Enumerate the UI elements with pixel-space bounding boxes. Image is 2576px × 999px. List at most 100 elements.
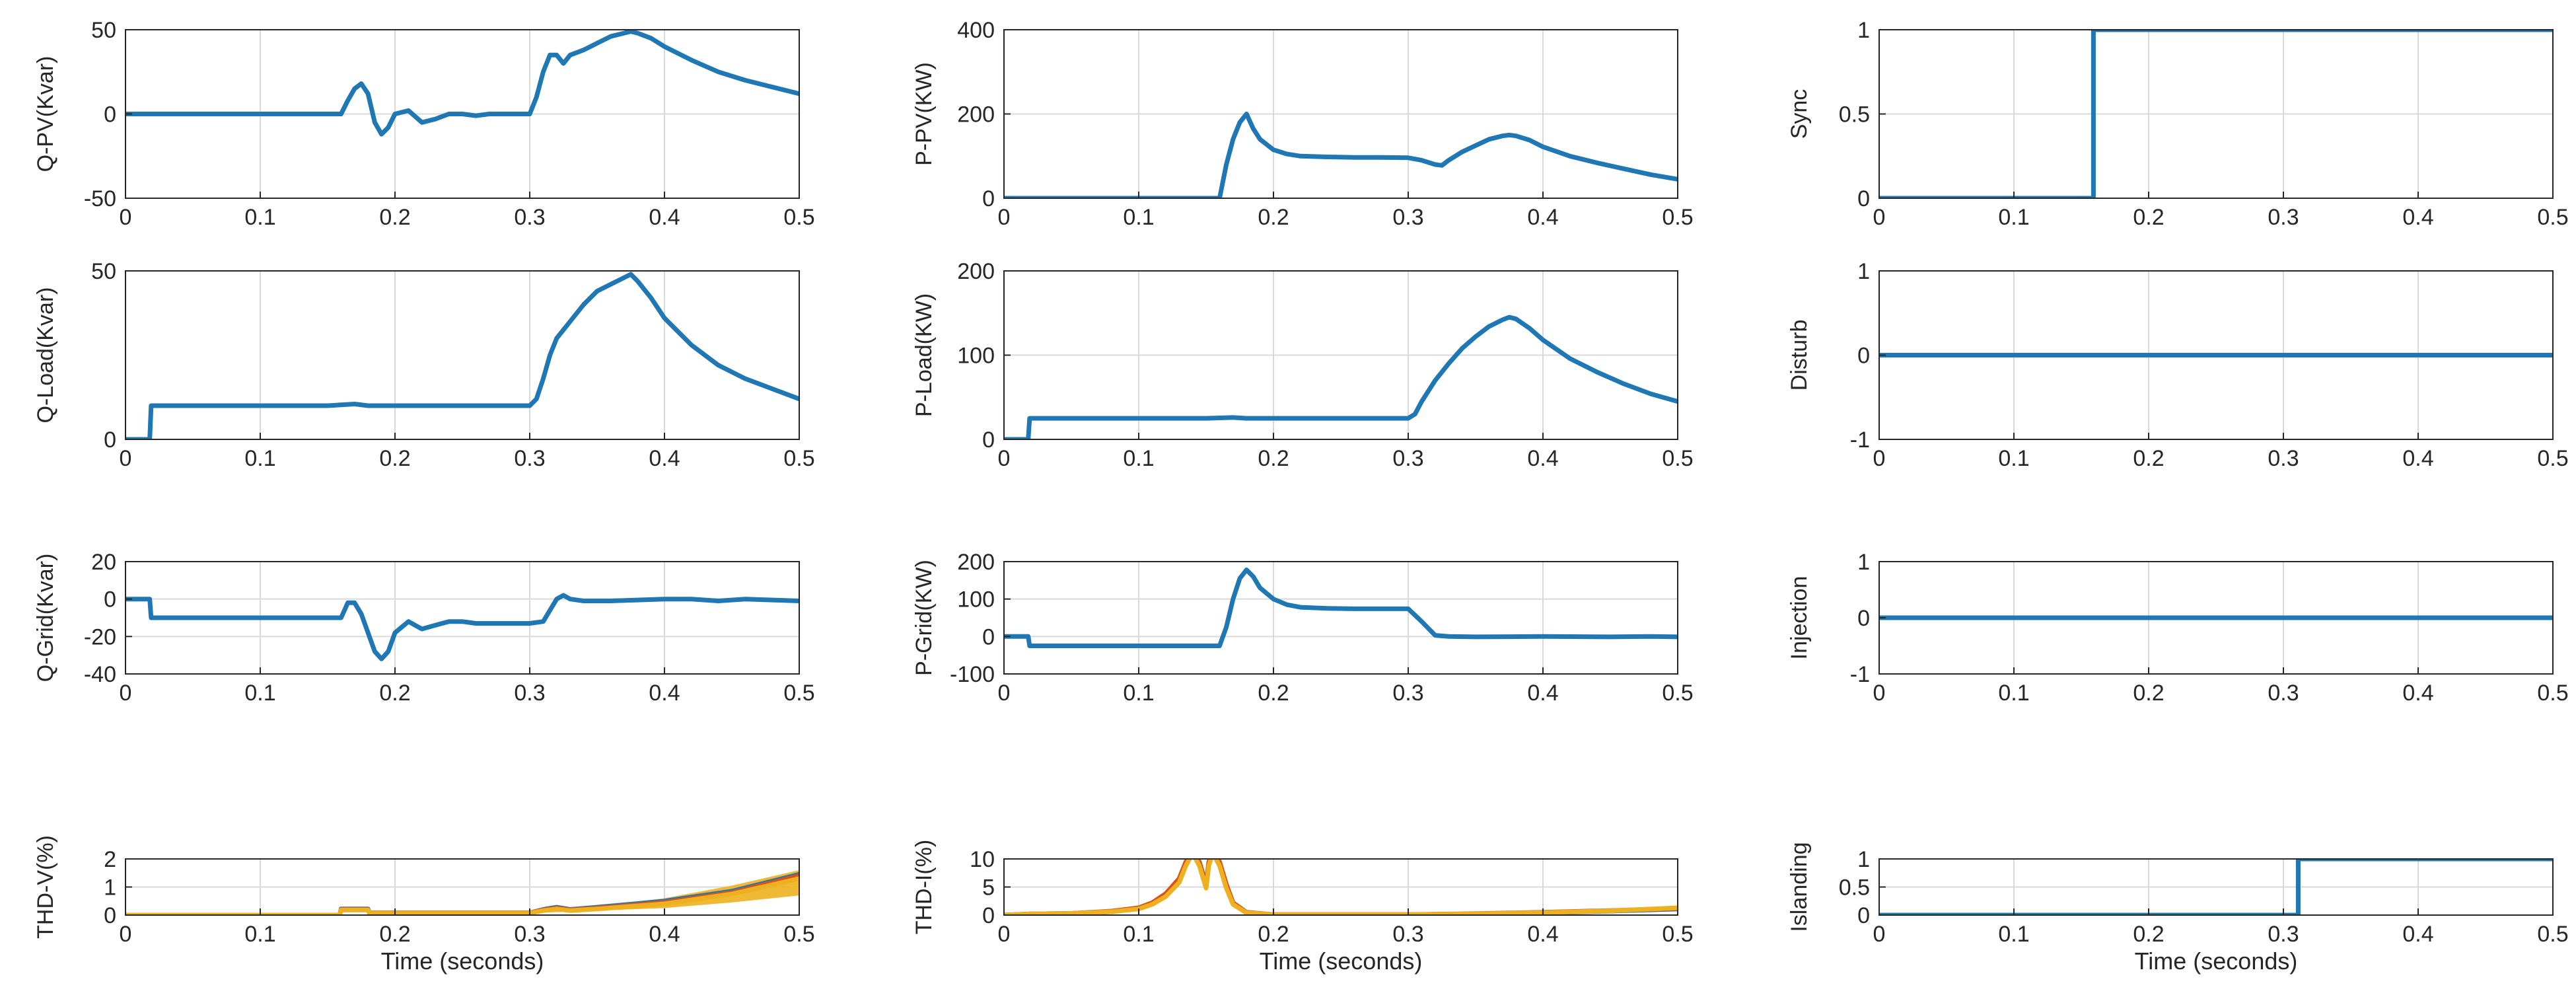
x-tick-label: 0.3 bbox=[514, 446, 545, 471]
x-tick-label: 0 bbox=[998, 922, 1011, 947]
axes-box bbox=[125, 270, 800, 440]
x-tick-label: 0 bbox=[1873, 205, 1886, 230]
x-tick-label: 0.4 bbox=[1527, 446, 1558, 471]
x-tick-label: 0.2 bbox=[379, 446, 410, 471]
x-tick-label: 0.2 bbox=[1258, 205, 1289, 230]
y-tick-label: -20 bbox=[84, 624, 116, 649]
axes-box bbox=[125, 561, 800, 675]
y-tick-label: 0 bbox=[1857, 344, 1870, 369]
y-axis-label: Q-Grid(Kvar) bbox=[33, 554, 58, 683]
series-line-1 bbox=[1004, 568, 1678, 648]
x-tick-label: 0.4 bbox=[1527, 922, 1558, 947]
x-tick-label: 0.3 bbox=[1392, 922, 1423, 947]
x-tick-label: 0.5 bbox=[1662, 205, 1693, 230]
y-tick-label: 0 bbox=[1857, 606, 1870, 631]
x-tick-label: 0.2 bbox=[379, 922, 410, 947]
x-axis-label: Time (seconds) bbox=[381, 947, 544, 975]
y-tick-label: 0.5 bbox=[1839, 875, 1870, 901]
y-axis-label: THD-I(%) bbox=[912, 840, 937, 935]
y-tick-label: 0 bbox=[1857, 186, 1870, 211]
x-tick-label: 0.4 bbox=[649, 205, 680, 230]
x-tick-label: 0.3 bbox=[514, 922, 545, 947]
x-tick-label: 0.5 bbox=[1662, 446, 1693, 471]
y-tick-label: 100 bbox=[957, 344, 995, 369]
y-tick-label: 1 bbox=[1857, 847, 1870, 872]
x-tick-label: 0.4 bbox=[649, 681, 680, 706]
y-tick-label: -1 bbox=[1850, 662, 1870, 687]
x-tick-label: 0.3 bbox=[1392, 205, 1423, 230]
x-tick-label: 0.1 bbox=[1123, 922, 1154, 947]
y-tick-label: 50 bbox=[91, 259, 116, 284]
series-line-1 bbox=[1004, 314, 1678, 439]
oscillation-band bbox=[530, 870, 799, 914]
x-tick-label: 0.1 bbox=[1123, 205, 1154, 230]
x-tick-label: 0 bbox=[1873, 681, 1886, 706]
y-tick-label: -1 bbox=[1850, 427, 1870, 453]
y-tick-label: -100 bbox=[950, 662, 995, 687]
subplot-ppv: 0 0.1 0.2 0.3 0.4 0.5 0 200 400 P-PV(KW) bbox=[912, 18, 1694, 230]
x-tick-label: 0.5 bbox=[2537, 446, 2568, 471]
x-tick-label: 0.1 bbox=[1998, 922, 2029, 947]
x-tick-label: 0 bbox=[120, 446, 132, 471]
x-tick-label: 0.3 bbox=[2268, 205, 2299, 230]
y-tick-label: 200 bbox=[957, 259, 995, 284]
x-tick-label: 0.5 bbox=[1662, 681, 1693, 706]
subplot-qload: 0 0.1 0.2 0.3 0.4 0.5 0 50 Q-Load(Kvar) bbox=[33, 259, 815, 471]
series-line-1 bbox=[1879, 859, 2553, 915]
x-tick-label: 0 bbox=[120, 922, 132, 947]
x-axis-label: Time (seconds) bbox=[1260, 947, 1423, 975]
y-tick-label: 100 bbox=[957, 587, 995, 612]
y-tick-label: 0 bbox=[982, 427, 995, 453]
y-tick-label: 0.5 bbox=[1839, 102, 1870, 128]
x-tick-label: 0.2 bbox=[2133, 922, 2164, 947]
x-tick-label: 0.4 bbox=[649, 922, 680, 947]
x-tick-label: 0.4 bbox=[2402, 681, 2433, 706]
x-tick-label: 0 bbox=[1873, 446, 1886, 471]
x-tick-label: 0.5 bbox=[783, 446, 814, 471]
y-tick-label: 0 bbox=[982, 903, 995, 928]
subplot-thdv: 0 0.1 0.2 0.3 0.4 0.5 01 2 THD-V(%) Time (seconds… bbox=[33, 835, 815, 975]
x-tick-label: 0.2 bbox=[2133, 681, 2164, 706]
y-axis-label: Islanding bbox=[1787, 842, 1812, 932]
subplot-pload: 0 0.1 0.2 0.3 0.4 0.5 0 100 200 P-Load(KW) bbox=[912, 259, 1694, 471]
x-tick-label: 0.5 bbox=[783, 205, 814, 230]
x-tick-label: 0.2 bbox=[379, 681, 410, 706]
x-tick-label: 0.4 bbox=[2402, 922, 2433, 947]
y-axis-label: P-Grid(KW) bbox=[912, 560, 937, 676]
y-tick-label: 400 bbox=[957, 18, 995, 43]
x-tick-label: 0.4 bbox=[1527, 205, 1558, 230]
y-tick-label: 200 bbox=[957, 550, 995, 575]
y-axis-label: Disturb bbox=[1787, 320, 1812, 391]
y-tick-label: 1 bbox=[1857, 18, 1870, 43]
x-tick-label: 0.2 bbox=[379, 205, 410, 230]
y-tick-label: 10 bbox=[970, 847, 995, 872]
series-line-1 bbox=[125, 593, 799, 661]
x-tick-label: 0.4 bbox=[649, 446, 680, 471]
x-tick-label: 0.2 bbox=[1258, 922, 1289, 947]
x-tick-label: 0.3 bbox=[2268, 922, 2299, 947]
x-tick-label: 0.1 bbox=[1123, 681, 1154, 706]
y-tick-label: 2 bbox=[104, 847, 116, 872]
y-tick-label: -50 bbox=[84, 186, 116, 211]
x-tick-label: 0.1 bbox=[244, 205, 275, 230]
y-tick-label: 0 bbox=[104, 102, 116, 128]
x-tick-label: 0 bbox=[1873, 922, 1886, 947]
x-tick-label: 0.4 bbox=[2402, 446, 2433, 471]
y-axis-label: Injection bbox=[1787, 576, 1812, 660]
x-tick-label: 0.1 bbox=[1998, 446, 2029, 471]
x-tick-label: 0.2 bbox=[1258, 681, 1289, 706]
y-tick-label: 5 bbox=[982, 875, 995, 901]
x-tick-label: 0.5 bbox=[783, 922, 814, 947]
y-axis-label: THD-V(%) bbox=[33, 835, 58, 939]
x-tick-label: 0.1 bbox=[244, 446, 275, 471]
x-tick-label: 0.3 bbox=[2268, 446, 2299, 471]
x-tick-label: 0.4 bbox=[1527, 681, 1558, 706]
y-tick-label: 0 bbox=[104, 903, 116, 928]
x-tick-label: 0.1 bbox=[1998, 205, 2029, 230]
y-tick-label: 1 bbox=[104, 875, 116, 901]
subplot-qgrid: 0 0.1 0.2 0.3 0.4 0.5 -40 -20 0 20 Q-Grid(Kvar) bbox=[33, 550, 815, 706]
subplot-thdi: 0 0.1 0.2 0.3 0.4 0.5 05 10 THD-I(%) Time (second… bbox=[912, 840, 1694, 975]
